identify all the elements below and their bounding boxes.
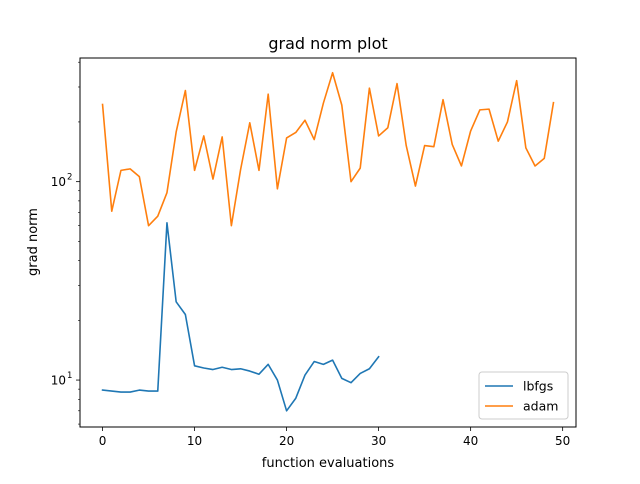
x-tick-label: 50 <box>555 434 570 448</box>
legend: lbfgs adam <box>478 371 569 420</box>
x-tick-label: 20 <box>279 434 294 448</box>
x-tick-label: 10 <box>187 434 202 448</box>
legend-label-lbfgs: lbfgs <box>523 379 553 394</box>
x-tick-label: 0 <box>99 434 107 448</box>
x-tick-label: 30 <box>371 434 386 448</box>
series-line-adam <box>101 71 555 227</box>
x-tick-label: 40 <box>463 434 478 448</box>
y-tick-label: 10 <box>51 175 66 189</box>
legend-box <box>478 371 569 420</box>
series-layer <box>101 71 555 412</box>
y-axis-label: grad norm <box>26 208 41 276</box>
y-tick-label-exponent: 2 <box>67 173 72 183</box>
y-tick-label: 10 <box>51 374 66 388</box>
x-axis: 0 10 20 30 40 50 <box>99 427 570 448</box>
plot-frame <box>79 57 577 428</box>
legend-label-adam: adam <box>523 399 558 414</box>
series-line-lbfgs <box>101 222 380 412</box>
x-axis-label: function evaluations <box>262 456 395 471</box>
y-tick-label-exponent: 1 <box>67 371 72 381</box>
chart-title: grad norm plot <box>268 34 387 53</box>
